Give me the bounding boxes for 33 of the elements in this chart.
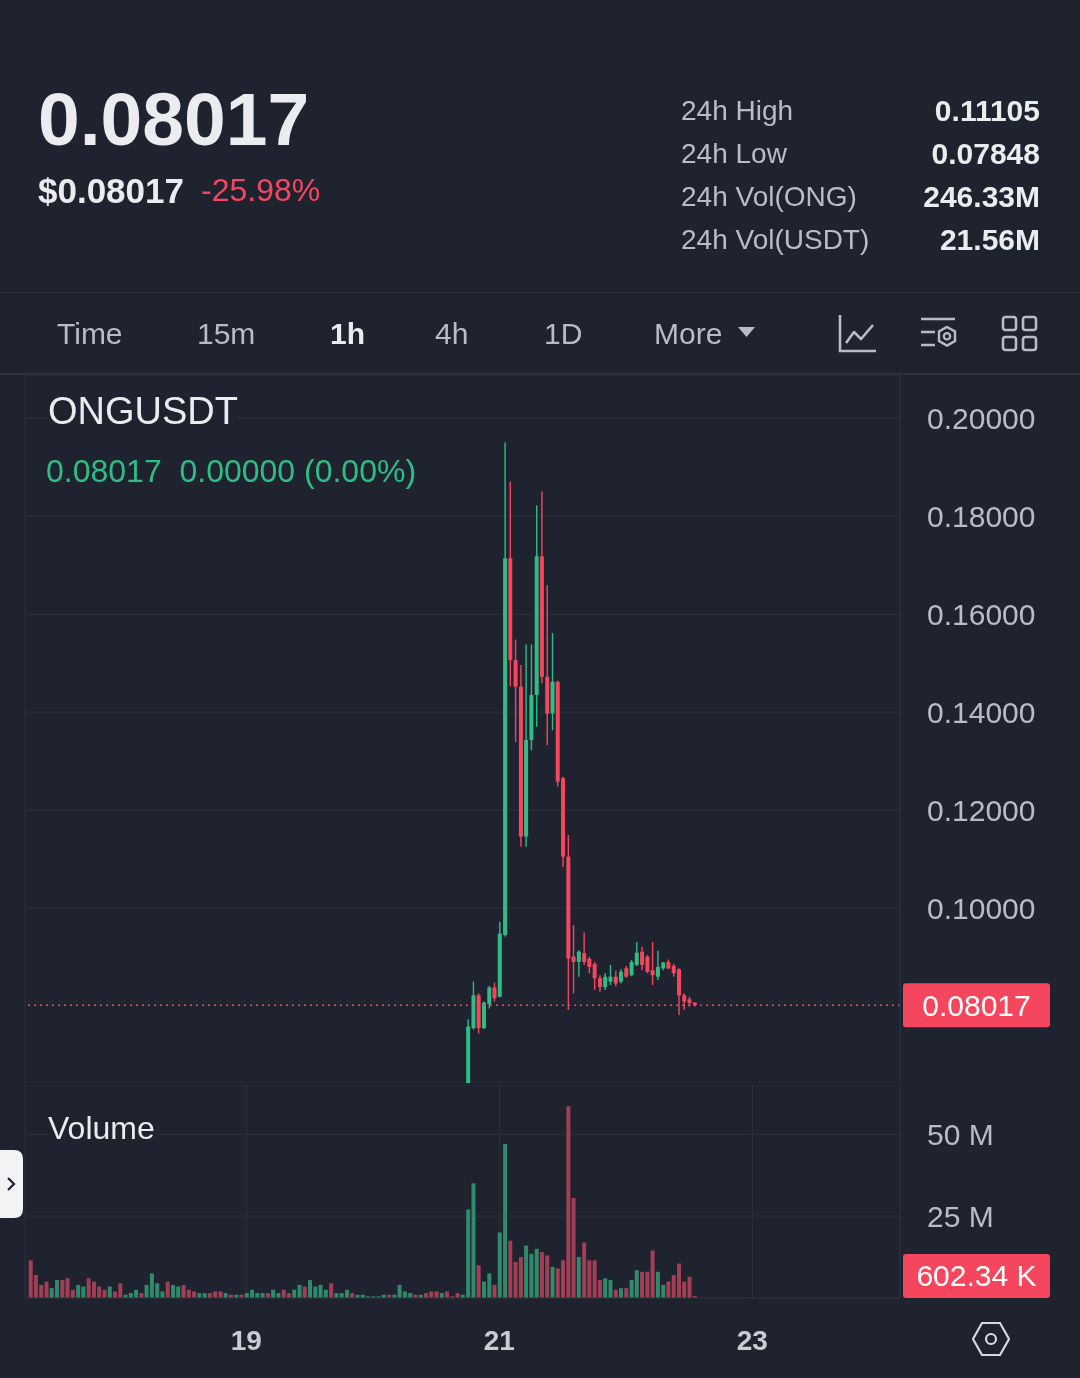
text: Time: [57, 317, 123, 350]
y-tick-label: 0.20000: [927, 401, 1036, 435]
text: 0.11105: [934, 94, 1040, 127]
x-tick-label: 23: [736, 1324, 768, 1356]
x-tick-label: 21: [483, 1324, 515, 1356]
text: 602.34 K: [903, 1254, 1050, 1298]
text: 15m: [197, 317, 256, 350]
text: 1D: [544, 317, 583, 350]
text: 1h: [330, 317, 366, 350]
ref-line-label: 0.08017: [922, 989, 1031, 1023]
text: 24h Vol(USDT): [681, 224, 870, 255]
text: 24h High: [681, 95, 794, 126]
y-tick-label: 0.14000: [927, 695, 1036, 729]
text: $0.08017: [38, 170, 184, 210]
text: 0.08017 0.00000 (0.00%): [46, 452, 417, 491]
y-tick-label: 0.16000: [927, 597, 1036, 631]
y-tick-label: 25 M: [927, 1199, 994, 1233]
y-tick-label: 0.18000: [927, 499, 1036, 533]
text: 24h Low: [681, 138, 787, 169]
text: -25.98%: [201, 172, 321, 208]
text: 21.56M: [939, 223, 1040, 256]
text: 24h Vol(ONG): [681, 181, 857, 212]
text: More: [654, 317, 723, 350]
x-tick-label: 19: [230, 1324, 262, 1356]
text: 246.33M: [923, 180, 1040, 213]
y-tick-label: 50 M: [927, 1117, 994, 1151]
y-tick-label: 0.12000: [927, 793, 1036, 827]
text: 0.07848: [931, 137, 1040, 170]
chart-title: ONGUSDT: [48, 389, 238, 435]
y-tick-label: 0.10000: [927, 891, 1036, 925]
text: Volume: [48, 1109, 155, 1148]
text: 0.08017: [38, 76, 310, 161]
text: 4h: [435, 317, 469, 350]
